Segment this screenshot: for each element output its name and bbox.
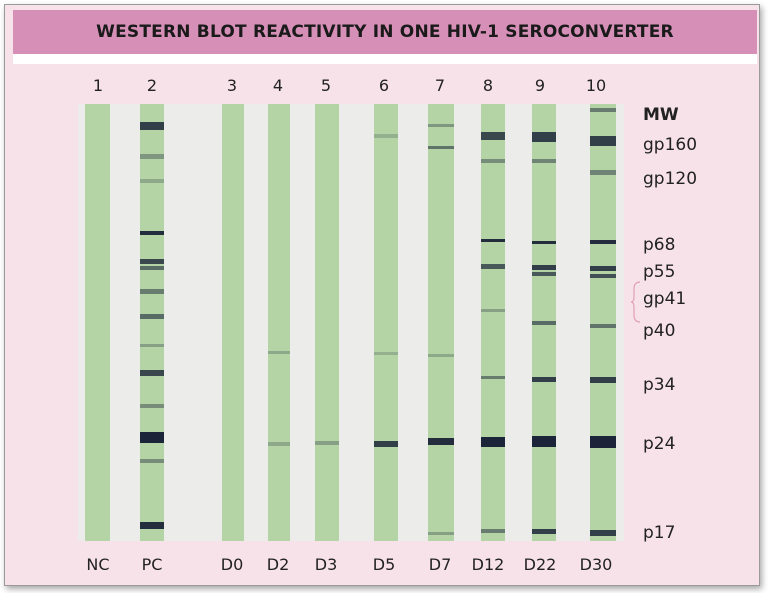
- blot-band: [140, 344, 164, 347]
- lane-number: 2: [146, 76, 158, 95]
- lane-number: 8: [482, 76, 494, 95]
- lane-strip-d2: [268, 104, 290, 541]
- lane-label: D22: [523, 555, 557, 574]
- lane-label: D7: [428, 555, 452, 574]
- lane-strip-pc: [140, 104, 164, 541]
- lane-number: 10: [585, 76, 607, 95]
- blot-band: [590, 108, 616, 112]
- blot-band: [374, 441, 398, 447]
- lane-label: D30: [579, 555, 613, 574]
- blot-band: [532, 272, 556, 276]
- blot-band: [532, 321, 556, 325]
- lane-strip-d12: [481, 104, 505, 541]
- blot-band: [140, 122, 164, 130]
- blot-band: [481, 159, 505, 163]
- blot-band: [428, 354, 454, 357]
- blot-band: [481, 376, 505, 379]
- lane-strip-d7: [428, 104, 454, 541]
- lane-strip-nc: [85, 104, 110, 541]
- blot-band: [428, 532, 454, 535]
- lane-number: 3: [226, 76, 238, 95]
- brace-icon: [630, 281, 641, 323]
- blot-band: [428, 146, 454, 149]
- marker-p40: p40: [643, 321, 676, 341]
- lane-number: 9: [534, 76, 546, 95]
- blot-band: [481, 309, 505, 312]
- blot-band: [590, 530, 616, 536]
- lane-number: 6: [378, 76, 390, 95]
- blot-band: [590, 436, 616, 448]
- lane-label: NC: [86, 555, 110, 574]
- blot-band: [481, 239, 505, 242]
- blot-band: [481, 264, 505, 269]
- blot-band: [374, 134, 398, 138]
- blot-band: [140, 231, 164, 235]
- blot-band: [268, 351, 290, 354]
- lane-label: D12: [471, 555, 505, 574]
- blot-band: [140, 154, 164, 159]
- lane-strip-d0: [222, 104, 244, 541]
- blot-band: [140, 314, 164, 319]
- blot-band: [268, 442, 290, 446]
- lane-label: PC: [141, 555, 163, 574]
- lane-number: 7: [434, 76, 446, 95]
- mw-header: MW: [643, 105, 679, 125]
- lane-label: D2: [266, 555, 290, 574]
- blot-band: [590, 274, 616, 278]
- blot-band: [315, 441, 339, 445]
- marker-p55: p55: [643, 262, 676, 282]
- blot-band: [590, 377, 616, 383]
- blot-band: [140, 370, 164, 376]
- lane-strip-d5: [374, 104, 398, 541]
- marker-p68: p68: [643, 235, 676, 255]
- blot-band: [532, 436, 556, 447]
- blot-band: [532, 529, 556, 534]
- blot-band: [590, 170, 616, 175]
- lane-label: D5: [372, 555, 396, 574]
- blot-band: [140, 289, 164, 294]
- marker-gp41: gp41: [643, 289, 687, 309]
- blot-band: [140, 266, 164, 270]
- blot-band: [532, 159, 556, 163]
- marker-gp160: gp160: [643, 135, 698, 155]
- blot-band: [481, 437, 505, 447]
- blot-band: [590, 266, 616, 271]
- blot-band: [428, 124, 454, 127]
- blot-band: [140, 259, 164, 264]
- blot-band: [532, 377, 556, 382]
- blot-band: [428, 438, 454, 445]
- blot-band: [532, 241, 556, 244]
- title-bar: WESTERN BLOT REACTIVITY IN ONE HIV-1 SER…: [13, 10, 757, 54]
- marker-gp120: gp120: [643, 169, 698, 189]
- marker-p17: p17: [643, 523, 676, 543]
- lane-strip-d3: [315, 104, 339, 541]
- lane-strip-d22: [532, 104, 556, 541]
- blot-band: [481, 529, 505, 533]
- lane-number: 5: [320, 76, 332, 95]
- lane-strip-d30: [590, 104, 616, 541]
- blot-band: [532, 265, 556, 270]
- lane-number: 4: [272, 76, 284, 95]
- blot-band: [590, 136, 616, 146]
- blot-band: [590, 324, 616, 328]
- blot-band: [140, 404, 164, 408]
- blot-band: [140, 179, 164, 183]
- blot-band: [590, 240, 616, 244]
- blot-band: [140, 432, 164, 443]
- figure-title: WESTERN BLOT REACTIVITY IN ONE HIV-1 SER…: [96, 22, 674, 42]
- lane-number: 1: [92, 76, 104, 95]
- lane-label: D3: [314, 555, 338, 574]
- blot-band: [374, 352, 398, 355]
- marker-p34: p34: [643, 375, 676, 395]
- title-divider: [13, 54, 757, 64]
- marker-p24: p24: [643, 434, 676, 454]
- lane-label: D0: [220, 555, 244, 574]
- blot-band: [532, 132, 556, 142]
- blot-band: [140, 522, 164, 529]
- blot-band: [140, 459, 164, 463]
- blot-band: [481, 132, 505, 140]
